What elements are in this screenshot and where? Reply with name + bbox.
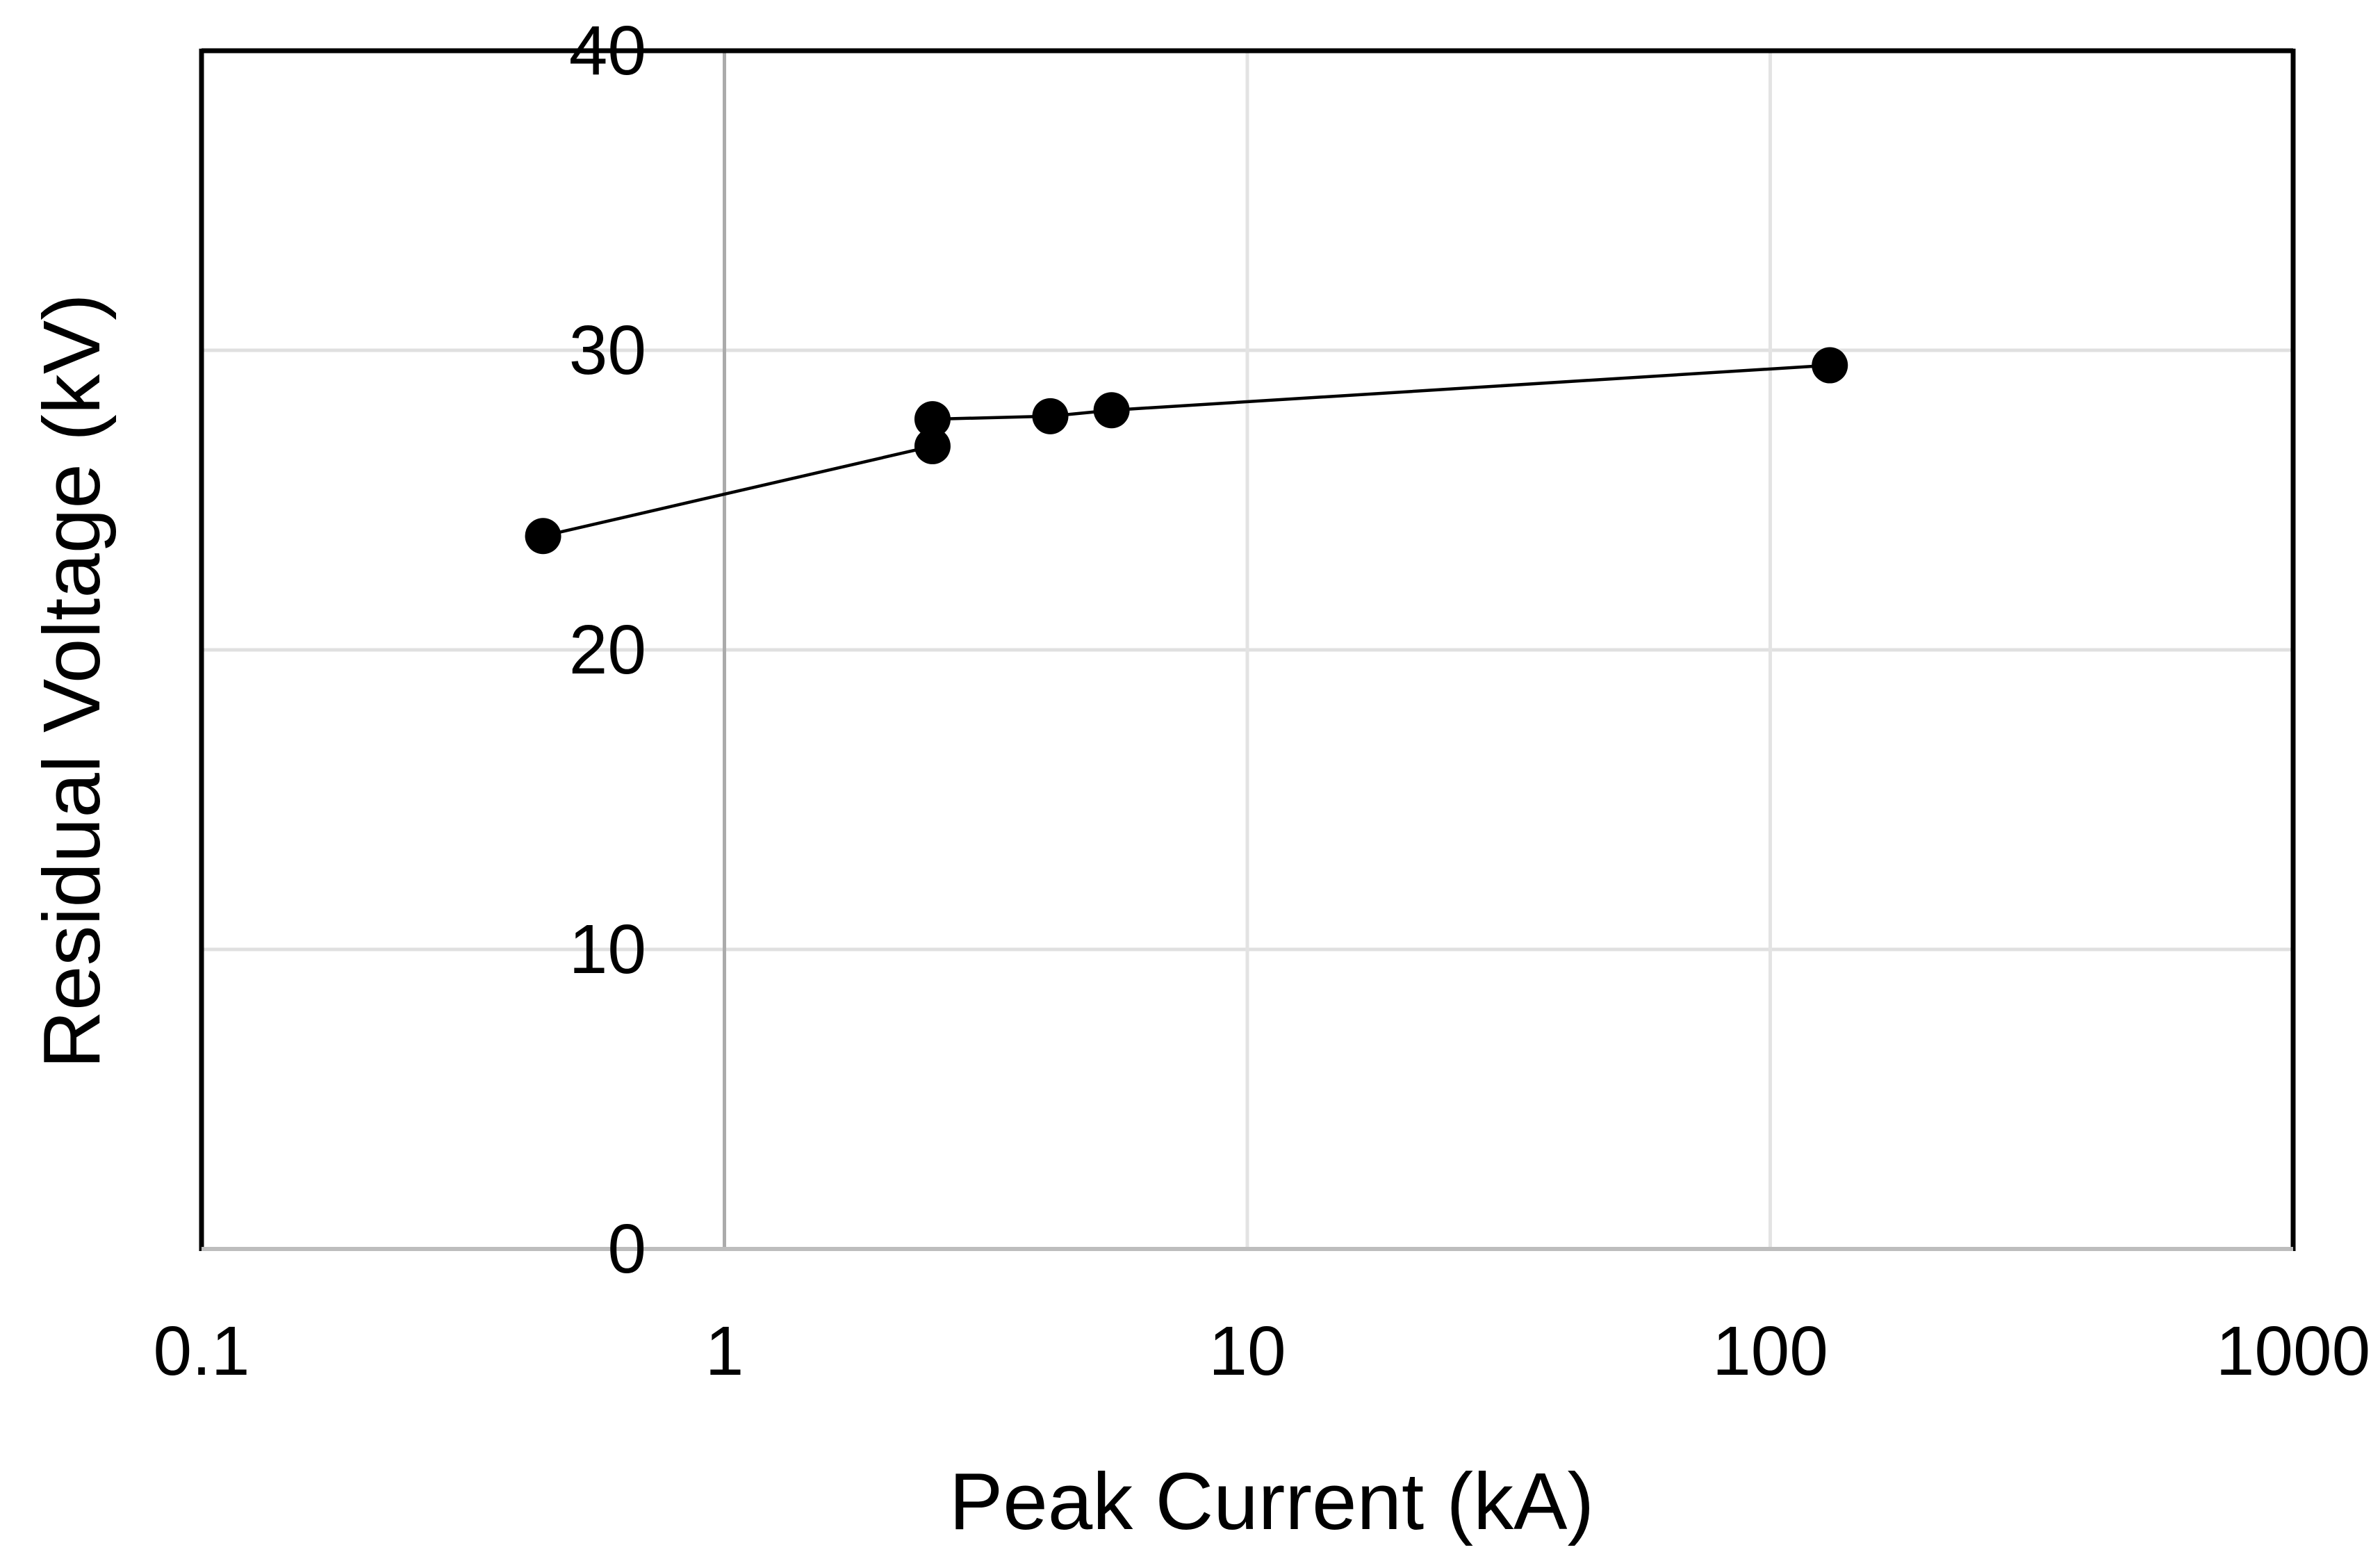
y-axis-title: Residual Voltage (kV) bbox=[26, 293, 117, 1069]
x-tick-label: 100 bbox=[1712, 1312, 1828, 1390]
series-line bbox=[542, 364, 1830, 538]
x-tick-label: 0.1 bbox=[153, 1312, 250, 1390]
x-tick-label: 1000 bbox=[2215, 1312, 2371, 1390]
y-tick-label: 30 bbox=[568, 311, 646, 389]
y-tick-label: 0 bbox=[607, 1210, 646, 1288]
y-tick-label: 40 bbox=[568, 12, 646, 90]
x-tick-label: 1 bbox=[705, 1312, 744, 1390]
data-point-marker bbox=[1812, 347, 1848, 384]
data-point-marker bbox=[1032, 398, 1069, 434]
data-point-marker bbox=[1093, 392, 1130, 429]
data-point-marker bbox=[914, 427, 951, 464]
data-point-marker bbox=[914, 401, 951, 438]
y-tick-label: 10 bbox=[568, 910, 646, 988]
x-axis-title: Peak Current (kA) bbox=[949, 1456, 1595, 1546]
y-tick-label: 20 bbox=[568, 611, 646, 689]
x-tick-label: 10 bbox=[1208, 1312, 1286, 1390]
data-point-marker bbox=[525, 518, 561, 555]
